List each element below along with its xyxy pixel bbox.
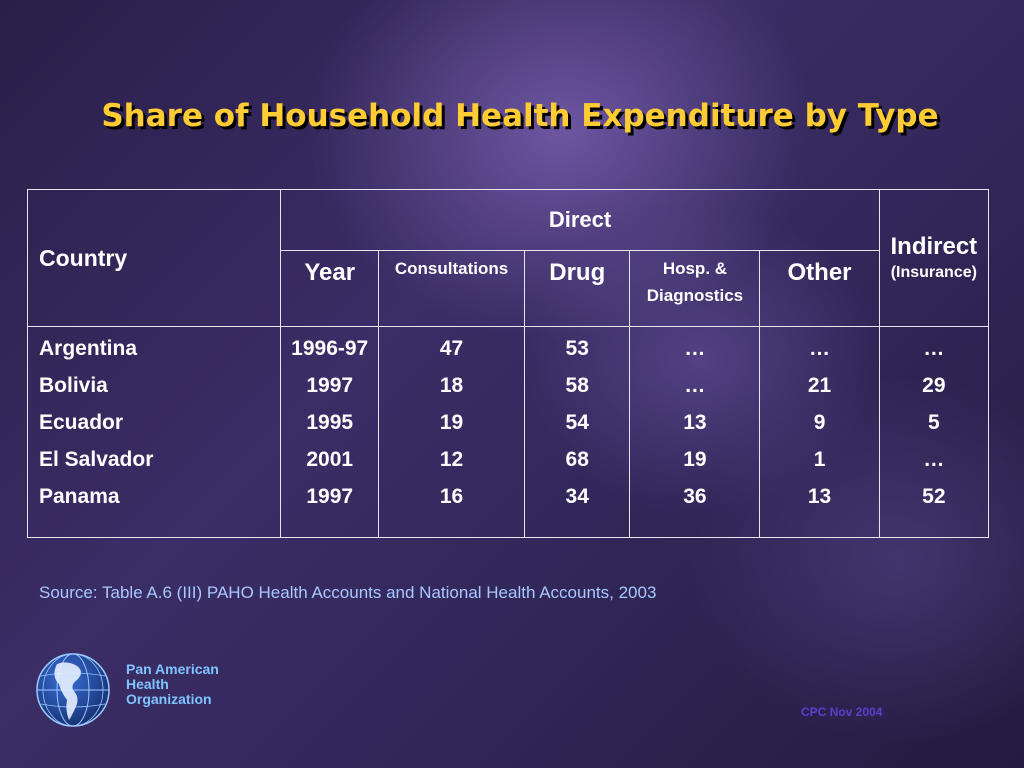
header-drug: Drug xyxy=(524,250,631,327)
header-row-top: Country Direct Indirect (Insurance) xyxy=(26,189,990,327)
expenditure-table-wrapper: Country Direct Indirect (Insurance) Year… xyxy=(26,189,990,538)
cell-hosp: … xyxy=(684,337,706,360)
cell-country: Bolivia xyxy=(39,374,108,397)
org-line3: Organization xyxy=(126,691,212,707)
cell-drug: 34 xyxy=(565,485,589,508)
cell-year: 2001 xyxy=(306,448,354,471)
cell-consultations: 16 xyxy=(439,485,464,508)
source-note: Source: Table A.6 (III) PAHO Health Acco… xyxy=(39,583,657,602)
cell-country: Panama xyxy=(39,485,120,508)
header-indirect-sub: (Insurance) xyxy=(890,264,977,281)
column-drug: 53 58 54 68 34 xyxy=(524,326,631,538)
column-hosp: … … 13 19 36 xyxy=(629,326,761,538)
cell-consultations: 18 xyxy=(439,374,464,397)
cell-drug: 53 xyxy=(565,337,589,360)
header-hosp-line1: Hosp. & xyxy=(662,259,728,278)
cell-year: 1997 xyxy=(306,485,354,508)
column-consultations: 47 18 19 12 16 xyxy=(378,326,526,538)
globe-icon xyxy=(36,653,110,727)
cell-drug: 58 xyxy=(565,374,589,397)
column-country: Argentina Bolivia Ecuador El Salvador Pa… xyxy=(26,326,282,538)
cell-country: Argentina xyxy=(39,337,138,360)
header-indirect: Indirect (Insurance) xyxy=(878,189,990,327)
cell-indirect: 5 xyxy=(927,411,940,434)
cell-hosp: … xyxy=(684,374,706,397)
cell-country: Ecuador xyxy=(39,411,124,434)
header-row-sub: Year Consultations Drug Hosp. & Diagnost… xyxy=(28,250,989,327)
header-year: Year xyxy=(280,250,380,327)
cell-drug: 54 xyxy=(565,411,589,434)
expenditure-table: Country Direct Indirect (Insurance) Year… xyxy=(26,189,990,538)
cell-consultations: 19 xyxy=(439,411,464,434)
cell-other: 21 xyxy=(807,374,832,397)
cell-other: 9 xyxy=(813,411,826,434)
cell-other: … xyxy=(809,337,831,360)
table-body-row: Argentina Bolivia Ecuador El Salvador Pa… xyxy=(26,326,990,538)
cell-other: 13 xyxy=(807,485,832,508)
column-year: 1996-97 1997 1995 2001 1997 xyxy=(280,326,380,538)
column-indirect: … 29 5 … 52 xyxy=(878,326,990,538)
org-line1: Pan American xyxy=(126,661,219,677)
cell-year: 1996-97 xyxy=(291,337,369,360)
cell-hosp: 36 xyxy=(683,485,707,508)
cell-indirect: 29 xyxy=(922,374,946,397)
cell-other: 1 xyxy=(813,448,826,471)
cell-indirect: … xyxy=(923,448,945,471)
footer-note: CPC Nov 2004 xyxy=(801,705,883,719)
slide-title: Share of Household Health Expenditure by… xyxy=(101,98,939,134)
header-indirect-label: Indirect xyxy=(890,233,978,260)
column-other: … 21 9 1 13 xyxy=(759,326,880,538)
cell-hosp: 13 xyxy=(683,411,707,434)
header-hosp-diagnostics: Hosp. & Diagnostics xyxy=(629,250,761,327)
cell-consultations: 12 xyxy=(439,448,464,471)
cell-consultations: 47 xyxy=(439,337,464,360)
organization-name: Pan American Health Organization xyxy=(126,662,219,707)
cell-indirect: 52 xyxy=(922,485,946,508)
header-country: Country xyxy=(26,189,282,327)
cell-indirect: … xyxy=(923,337,945,360)
header-consultations: Consultations xyxy=(378,250,526,327)
header-hosp-line2: Diagnostics xyxy=(646,286,744,305)
cell-hosp: 19 xyxy=(683,448,707,471)
cell-country: El Salvador xyxy=(39,448,154,471)
cell-year: 1997 xyxy=(306,374,354,397)
header-other: Other xyxy=(759,250,880,327)
cell-year: 1995 xyxy=(306,411,354,434)
header-direct: Direct xyxy=(280,189,880,251)
cell-drug: 68 xyxy=(565,448,589,471)
org-line2: Health xyxy=(126,676,169,692)
